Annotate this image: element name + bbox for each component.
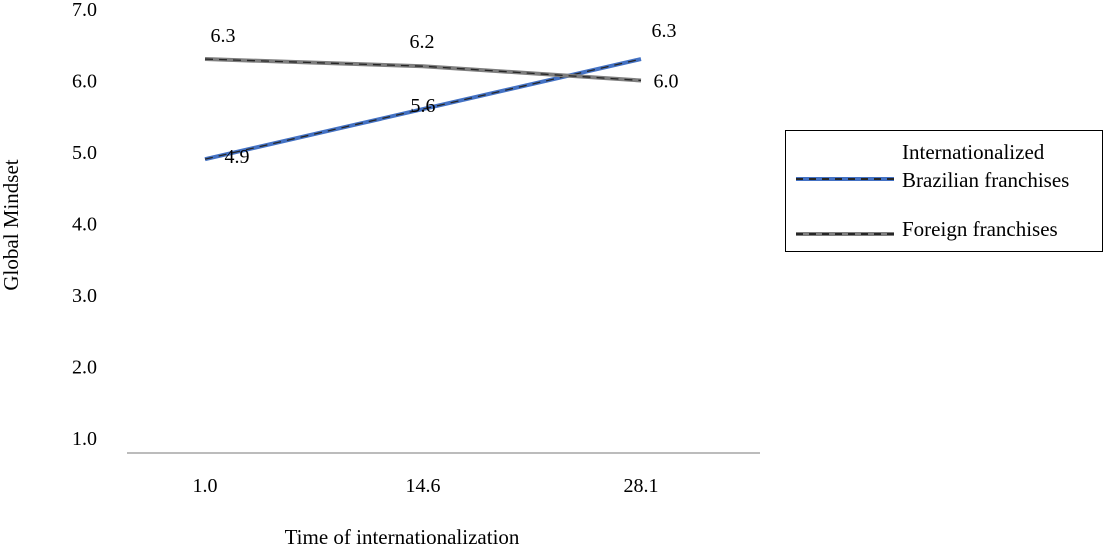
y-tick-label: 1.0 [72,428,97,450]
y-tick-label: 3.0 [72,285,97,307]
y-axis-tick-labels: 1.0 2.0 3.0 4.0 5.0 6.0 7.0 [72,0,97,450]
legend-label-brazilian: Internationalized Brazilian franchises [902,140,1070,192]
x-tick-label: 14.6 [406,475,441,497]
y-tick-label: 5.0 [72,142,97,164]
data-label: 6.2 [410,31,435,53]
legend-dash-overlay [796,178,894,180]
y-tick-label: 7.0 [72,0,97,21]
data-point-labels: 4.9 5.6 6.3 6.3 6.2 6.0 [211,20,679,168]
series-lines [204,57,642,162]
y-tick-label: 4.0 [72,214,97,236]
data-label: 5.6 [411,95,436,117]
data-label: 4.9 [225,146,250,168]
series-line-dash-overlay-0 [204,58,642,160]
legend-line-sample-brazilian [796,177,894,181]
legend-dash-overlay [796,233,894,235]
x-tick-label: 1.0 [193,475,218,497]
data-label: 6.3 [652,20,677,42]
data-label: 6.0 [654,71,679,93]
x-axis-tick-labels: 1.0 14.6 28.1 [193,475,659,497]
x-axis-title: Time of internationalization [285,525,520,549]
x-tick-label: 28.1 [624,475,659,497]
legend-box: Internationalized Brazilian franchises F… [785,130,1103,252]
legend-line-sample-foreign [796,232,894,236]
y-tick-label: 6.0 [72,71,97,93]
legend-label-foreign: Foreign franchises [902,217,1058,241]
series-line-dash-overlay-1 [204,58,642,82]
y-tick-label: 2.0 [72,357,97,379]
y-axis-title: Global Mindset [0,159,23,290]
data-label: 6.3 [211,25,236,47]
series-line-1 [204,57,642,83]
